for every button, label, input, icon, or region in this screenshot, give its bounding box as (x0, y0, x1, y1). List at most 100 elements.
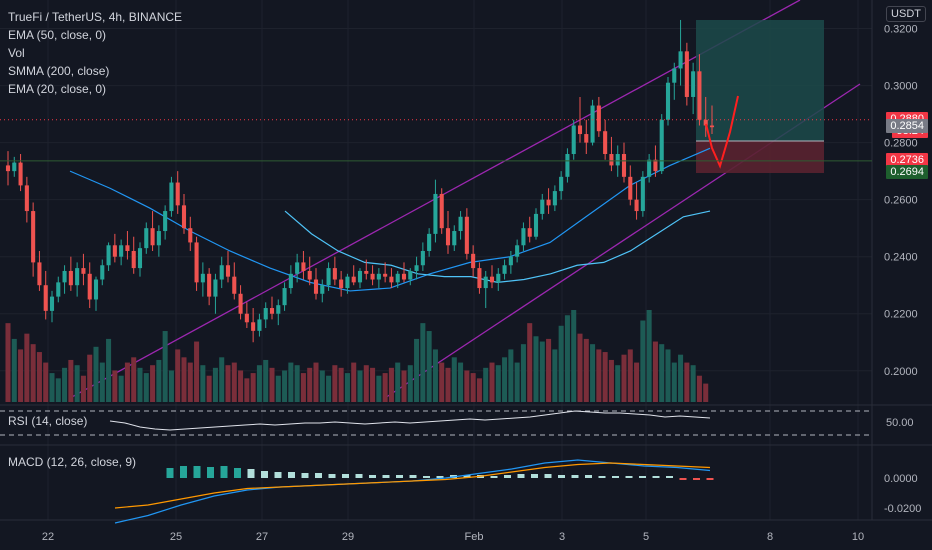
candle-body (332, 268, 337, 280)
chart-legend: TrueFi / TetherUS, 4h, BINANCE EMA (50, … (8, 8, 182, 98)
volume-bar (24, 333, 30, 402)
ema20-line (69, 147, 711, 292)
volume-bar (602, 352, 608, 402)
macd-histogram-bar (234, 468, 241, 478)
candle-body (251, 322, 256, 331)
candle-body (181, 205, 187, 229)
candle-body (232, 276, 237, 294)
macd-histogram-bar (288, 472, 295, 478)
candle-body (527, 228, 532, 237)
candle-body (634, 199, 639, 212)
volume-bar (370, 367, 376, 402)
candle-body (672, 68, 677, 83)
macd-histogram-bar (490, 476, 498, 478)
candle-body (219, 265, 224, 280)
volume-bar (87, 354, 93, 402)
volume-bar (344, 373, 350, 402)
macd-histogram-bar (409, 475, 417, 478)
volume-bar (464, 370, 470, 402)
volume-bar (319, 370, 325, 402)
volume-bar (458, 362, 464, 402)
long-position-box[interactable] (696, 20, 824, 173)
volume-bar (564, 315, 570, 402)
candle-body (420, 250, 425, 266)
volume-bar (93, 346, 99, 402)
volume-bar (596, 349, 602, 402)
candle-body (207, 273, 212, 297)
macd-histogram-bar (639, 476, 646, 478)
candle-body (389, 276, 394, 283)
time-tick-label: 29 (342, 531, 354, 543)
candle-body (483, 276, 488, 289)
volume-bar (244, 378, 250, 402)
candle-body (156, 231, 161, 246)
price-axis[interactable]: 0.3200 0.3000 0.2800 0.2600 0.2400 0.2200 0.20… (884, 24, 918, 378)
volume-bar (382, 373, 388, 402)
macd-histogram-bar (247, 469, 255, 478)
candle-body (452, 231, 457, 246)
volume-bar (118, 375, 124, 402)
candle-body (276, 305, 281, 314)
candle-body (703, 119, 708, 126)
volume-bar (5, 323, 11, 402)
macd-histogram-bar (666, 476, 673, 478)
candle-body (175, 182, 180, 206)
indicator-vol[interactable]: Vol (8, 46, 25, 60)
indicator-ema50[interactable]: EMA (50, close, 0) (8, 28, 107, 42)
candle-body (100, 265, 105, 280)
volume-bar (225, 365, 231, 402)
macd-histogram-bar (274, 472, 282, 478)
volume-bar (558, 325, 564, 402)
macd-histogram-bar (558, 475, 565, 478)
candle-body (489, 276, 495, 283)
volume-bar (621, 354, 627, 402)
volume-bar (546, 338, 552, 402)
volume-bar (520, 344, 526, 402)
volume-bar (11, 338, 17, 402)
volume-bar (187, 362, 193, 402)
macd-label[interactable]: MACD (12, 26, close, 9) (8, 455, 137, 469)
volume-bar (313, 362, 319, 402)
candle-body (295, 262, 300, 274)
candle-body (439, 193, 444, 229)
indicator-smma200[interactable]: SMMA (200, close) (8, 64, 110, 78)
volume-bar (143, 373, 149, 402)
time-axis[interactable]: 22 25 27 29 Feb 3 5 8 10 (42, 531, 864, 543)
candle-body (263, 308, 268, 320)
macd-histogram-bar (301, 473, 309, 478)
price-tick-label: 0.2800 (884, 138, 918, 150)
candle-body (144, 228, 149, 249)
price-tick-label: 0.2200 (884, 309, 918, 321)
candle-body (691, 71, 696, 97)
volume-bar (288, 362, 294, 402)
candle-body (351, 276, 356, 283)
target-zone (696, 20, 824, 141)
volume-bar (502, 357, 508, 402)
time-tick-label: 27 (256, 531, 268, 543)
volume-bar (74, 365, 80, 402)
macd-histogram-bar (544, 474, 552, 478)
macd-histogram-bar (382, 475, 390, 478)
candle-body (383, 273, 388, 277)
candle-body (188, 228, 193, 243)
rsi-label[interactable]: RSI (14, close) (8, 414, 88, 428)
candle-body (364, 270, 369, 274)
volume-bar (43, 362, 49, 402)
volume-bar (527, 323, 533, 402)
candle-body (169, 182, 174, 212)
volume-bar (137, 367, 143, 402)
candle-body (301, 262, 306, 271)
candle-body (18, 162, 23, 186)
macd-histogram-bar (220, 466, 228, 478)
symbol-title[interactable]: TrueFi / TetherUS, 4h, BINANCE (8, 10, 183, 24)
candle-body (502, 265, 507, 274)
candle-body (552, 191, 557, 206)
indicator-ema20[interactable]: EMA (20, close, 0) (8, 82, 107, 96)
currency-badge[interactable]: USDT (886, 6, 926, 22)
macd-histogram-bar (517, 474, 525, 478)
macd-histogram-bar (625, 476, 633, 478)
volume-bars (5, 310, 709, 402)
macd-histogram-bar (315, 473, 322, 478)
volume-bar (395, 362, 401, 402)
